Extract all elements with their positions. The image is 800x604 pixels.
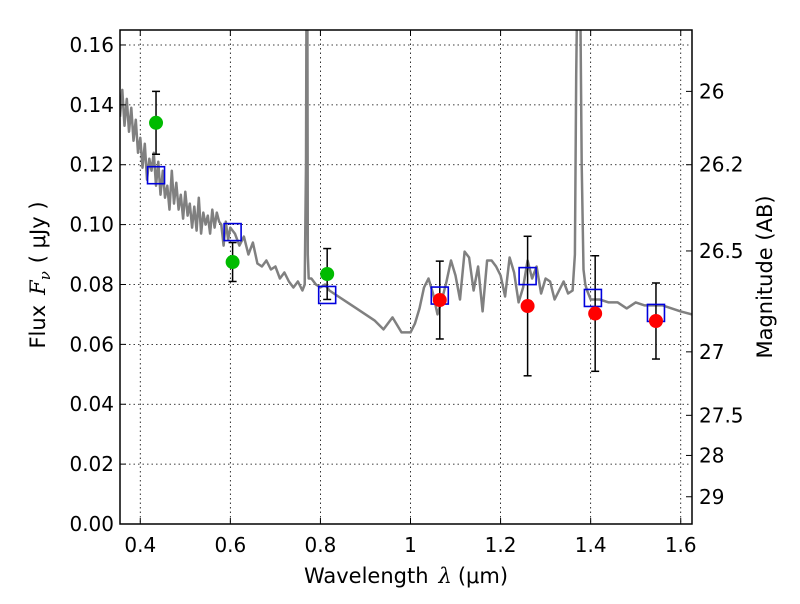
y-tick-label: 0.02 [69, 452, 114, 476]
right-tick-label: 27 [699, 340, 724, 364]
spectrum-line [120, 30, 692, 334]
right-tick-label: 26.5 [699, 239, 744, 263]
ir-data-point [648, 314, 663, 329]
y-tick-label: 0.08 [69, 272, 114, 296]
right-tick-label: 28 [699, 443, 724, 467]
model-square-marker [223, 222, 242, 242]
plot-frame [119, 29, 693, 525]
y-tick-label: 0.10 [69, 213, 114, 237]
model-square-marker [146, 165, 166, 185]
x-tick-label: 0.4 [124, 533, 156, 557]
grid-lines [120, 30, 692, 525]
x-axis-title-unit: (μm) [458, 564, 508, 588]
tick-marks: 0.4 0.6 0.8 1 1.2 1.4 1.6 0.00 0.02 0.04 0.06 0.08 0… [69, 30, 744, 557]
x-tick-label: 1.4 [575, 533, 607, 557]
right-tick-label: 26 [699, 79, 724, 103]
y-axis-title-subscript: ν [36, 271, 54, 280]
x-tick-label: 0.8 [305, 533, 337, 557]
ir-data-point [588, 306, 603, 321]
y-tick-label: 0.16 [69, 33, 114, 57]
x-tick-label: 0.6 [214, 533, 246, 557]
y-axis-title: Flux Fν ( μJy ) [26, 201, 54, 348]
model-square-marker [317, 285, 337, 305]
x-tick-label: 1.2 [485, 533, 517, 557]
y-axis-title-unit: ( μJy ) [26, 201, 50, 263]
y-axis-title-symbol: F [26, 279, 50, 296]
right-tick-label: 29 [699, 485, 724, 509]
model-square-marker [583, 288, 603, 308]
x-axis-title: Wavelength λ (μm) [304, 564, 508, 588]
x-tick-label: 1.6 [665, 533, 697, 557]
y-tick-label: 0.12 [69, 153, 114, 177]
x-axis-title-text: Wavelength [304, 564, 429, 588]
optical-data-point [320, 267, 335, 282]
plot-area [120, 30, 692, 334]
y-tick-label: 0.14 [69, 93, 114, 117]
y-tick-label: 0.00 [69, 512, 114, 536]
optical-data-point [225, 255, 240, 270]
optical-data-point [149, 115, 164, 130]
y-tick-label: 0.06 [69, 332, 114, 356]
y-axis-right-title: Magnitude (AB) [753, 195, 777, 358]
ir-data-point [432, 293, 447, 308]
right-tick-label: 26.2 [699, 153, 744, 177]
right-tick-label: 27.5 [699, 403, 744, 427]
x-axis-title-symbol: λ [438, 564, 452, 588]
x-tick-label: 1 [404, 533, 417, 557]
y-tick-label: 0.04 [69, 392, 114, 416]
ir-data-point [520, 299, 535, 314]
model-square-marker [518, 266, 537, 286]
y-axis-title-text: Flux [26, 305, 50, 349]
